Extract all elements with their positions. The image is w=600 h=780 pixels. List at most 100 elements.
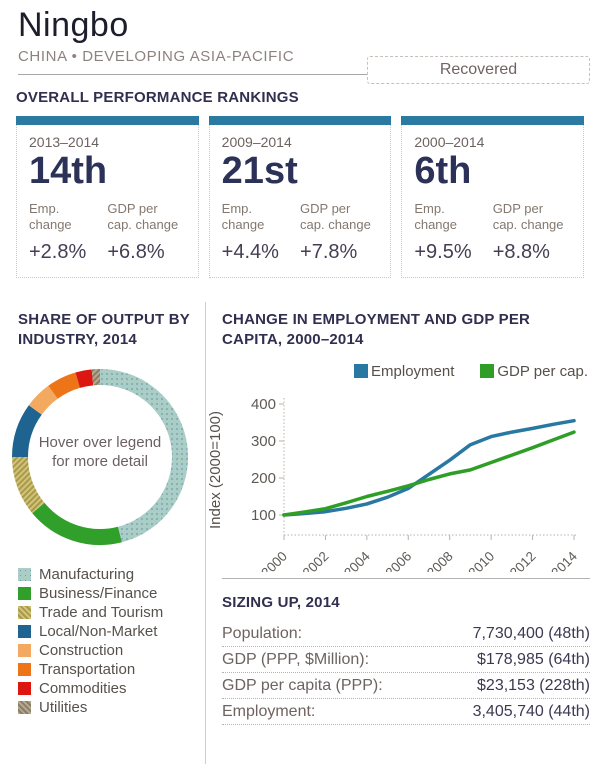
manufacturing-swatch-icon: [18, 567, 31, 581]
card-accent-bar: [401, 116, 585, 125]
x-tick-label: 2004: [341, 548, 373, 572]
x-tick-label: 2006: [383, 548, 415, 571]
legend-item-employment[interactable]: Employment: [354, 363, 454, 380]
donut-segment-transportation: [48, 371, 81, 399]
legend-item-transportation[interactable]: Transportation: [18, 660, 205, 679]
ranking-card-2013-2014: 2013–2014 14th Emp. change +2.8% GDP per…: [16, 116, 199, 278]
row-value: 3,405,740 (44th): [472, 702, 590, 720]
row-value: $23,153 (228th): [477, 676, 590, 694]
emp-change-value: +4.4%: [221, 240, 279, 263]
gdp-change-value: +7.8%: [300, 240, 358, 263]
x-tick-label: 2010: [465, 548, 497, 571]
row-label: GDP (PPP, $Million):: [222, 650, 370, 668]
commodities-swatch-icon: [18, 681, 31, 695]
y-tick-label: 100: [251, 507, 276, 524]
donut-chart-svg: [12, 368, 188, 545]
legend-item-manufacturing[interactable]: Manufacturing: [18, 565, 205, 584]
emp-change-label: Emp. change: [221, 201, 265, 233]
gdp-change-label: GDP per cap. change: [300, 201, 371, 233]
row-label: Population:: [222, 624, 303, 642]
growth-heading: CHANGE IN EMPLOYMENT AND GDP PER CAPITA,…: [222, 311, 531, 349]
legend-item-gdp-per-cap[interactable]: GDP per cap.: [480, 363, 588, 380]
table-divider: [222, 577, 590, 579]
legend-label: Commodities: [39, 679, 127, 697]
utilities-swatch-icon: [18, 700, 31, 714]
x-tick-label: 2002: [300, 548, 332, 571]
row-label: Employment:: [222, 702, 316, 720]
legend-label: Transportation: [39, 660, 136, 678]
construction-swatch-icon: [18, 643, 31, 657]
gdp-swatch-icon: [480, 364, 495, 378]
row-value: $178,985 (64th): [477, 650, 590, 668]
legend-label: Employment: [371, 362, 455, 380]
header: Ningbo CHINA • DEVELOPING ASIA-PACIFIC R…: [0, 0, 600, 84]
x-tick-label: 2000: [258, 548, 290, 571]
industry-heading: SHARE OF OUTPUT BY INDUSTRY, 2014: [18, 311, 190, 349]
employment-swatch-icon: [354, 364, 369, 378]
table-row-population: Population: 7,730,400 (48th): [222, 621, 590, 647]
line-chart-legend: Employment GDP per cap.: [222, 363, 590, 380]
legend-label: Construction: [39, 641, 124, 659]
ranking-card-2000-2014: 2000–2014 6th Emp. change +9.5% GDP per …: [401, 116, 585, 278]
rankings-heading: OVERALL PERFORMANCE RANKINGS: [16, 89, 299, 106]
lower-section: SHARE OF OUTPUT BY INDUSTRY, 2014: [0, 302, 600, 764]
line-series-employment: [282, 418, 576, 517]
card-accent-bar: [16, 116, 199, 125]
card-rank: 6th: [414, 150, 472, 192]
card-period: 2013–2014: [29, 134, 100, 150]
local-non-market-swatch-icon: [18, 624, 31, 638]
card-rank: 21st: [221, 150, 298, 192]
card-rank: 14th: [29, 150, 108, 192]
emp-change-label: Emp. change: [29, 201, 72, 233]
legend-label: Trade and Tourism: [39, 603, 164, 621]
legend-item-commodities[interactable]: Commodities: [18, 679, 205, 698]
table-row-employment: Employment: 3,405,740 (44th): [222, 699, 590, 725]
sizing-heading: SIZING UP, 2014: [222, 593, 340, 611]
emp-change-value: +2.8%: [29, 240, 87, 263]
donut-segment-business-finance: [32, 502, 122, 545]
card-period: 2000–2014: [414, 134, 485, 150]
row-value: 7,730,400 (48th): [472, 624, 590, 642]
y-tick-label: 300: [251, 433, 276, 450]
page-title: Ningbo: [18, 6, 129, 44]
card-accent-bar: [208, 116, 392, 125]
legend-item-trade-and-tourism[interactable]: Trade and Tourism: [18, 603, 205, 622]
gdp-change-value: +8.8%: [492, 240, 550, 263]
industry-panel: SHARE OF OUTPUT BY INDUSTRY, 2014: [12, 302, 206, 764]
ranking-cards: 2013–2014 14th Emp. change +2.8% GDP per…: [16, 116, 585, 278]
gdp-change-label: GDP per cap. change: [107, 201, 179, 233]
growth-panel: CHANGE IN EMPLOYMENT AND GDP PER CAPITA,…: [206, 302, 600, 764]
emp-change-value: +9.5%: [414, 240, 472, 263]
gdp-change-value: +6.8%: [107, 240, 165, 263]
industry-donut-chart: Hover over legend for more detail: [10, 367, 190, 547]
donut-segment-commodities: [75, 368, 94, 388]
emp-change-label: Emp. change: [414, 201, 457, 233]
business-finance-swatch-icon: [18, 586, 31, 600]
trade-and-tourism-swatch-icon: [18, 605, 31, 619]
donut-segment-trade-and-tourism: [12, 456, 45, 513]
x-tick-label: 2014: [548, 548, 580, 572]
donut-segment-construction: [28, 385, 58, 415]
industry-legend: Manufacturing Business/Finance Trade and T…: [18, 565, 205, 717]
region-breadcrumb: CHINA • DEVELOPING ASIA-PACIFIC: [18, 48, 295, 65]
legend-item-business-finance[interactable]: Business/Finance: [18, 584, 205, 603]
legend-label: Utilities: [39, 698, 88, 716]
ranking-card-2009-2014: 2009–2014 21st Emp. change +4.4% GDP per…: [208, 116, 392, 278]
y-tick-label: 400: [251, 396, 276, 413]
donut-segment-local-non-market: [12, 404, 42, 457]
table-row-gdp: GDP (PPP, $Million): $178,985 (64th): [222, 647, 590, 673]
legend-label: Business/Finance: [39, 584, 158, 602]
y-tick-label: 200: [251, 470, 276, 487]
status-badge[interactable]: Recovered: [367, 56, 590, 84]
gdp-change-label: GDP per cap. change: [492, 201, 564, 233]
x-tick-label: 2008: [424, 548, 456, 571]
transportation-swatch-icon: [18, 662, 31, 676]
x-tick-label: 2012: [507, 548, 539, 571]
donut-center-hint: Hover over legend for more detail: [38, 433, 162, 471]
sizing-table: Population: 7,730,400 (48th) GDP (PPP, $…: [222, 621, 590, 725]
card-period: 2009–2014: [221, 134, 292, 150]
legend-item-local-non-market[interactable]: Local/Non-Market: [18, 622, 205, 641]
legend-label: GDP per cap.: [497, 362, 588, 380]
legend-item-construction[interactable]: Construction: [18, 641, 205, 660]
legend-item-utilities[interactable]: Utilities: [18, 698, 205, 717]
